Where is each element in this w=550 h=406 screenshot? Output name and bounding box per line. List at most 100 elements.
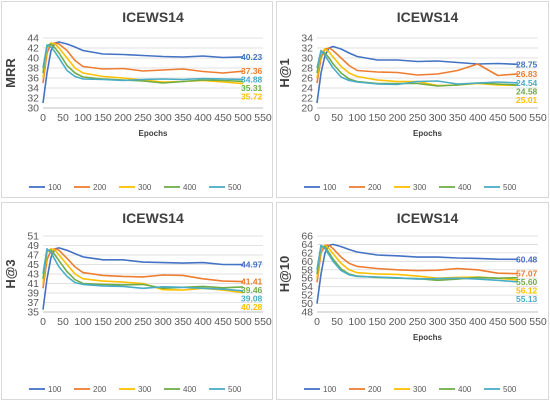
x-tick-label: 100 bbox=[348, 316, 366, 328]
end-value-label: 24.58 bbox=[516, 86, 538, 96]
y-tick-label: 38 bbox=[27, 63, 39, 75]
y-tick-label: 32 bbox=[27, 93, 39, 105]
y-tick-label: 20 bbox=[301, 103, 313, 115]
legend-label: 500 bbox=[503, 183, 517, 192]
x-tick-label: 550 bbox=[254, 316, 272, 328]
end-value-label: 39.46 bbox=[241, 285, 263, 295]
x-tick-label: 150 bbox=[94, 112, 112, 124]
series-line-500 bbox=[42, 248, 244, 292]
x-tick-label: 550 bbox=[254, 112, 272, 124]
legend-label: 300 bbox=[138, 183, 152, 192]
x-tick-label: 300 bbox=[429, 112, 447, 124]
y-tick-label: 37 bbox=[27, 297, 39, 309]
legend-label: 300 bbox=[413, 385, 427, 394]
legend-label: 100 bbox=[48, 183, 62, 192]
y-tick-label: 50 bbox=[301, 298, 313, 310]
chart-frame bbox=[1, 1, 273, 198]
end-value-label: 24.54 bbox=[516, 78, 538, 88]
y-tick-label: 42 bbox=[27, 43, 39, 55]
y-axis-title: MRR bbox=[3, 58, 18, 88]
legend-label: 300 bbox=[138, 385, 152, 394]
end-value-label: 55.13 bbox=[516, 294, 538, 304]
legend-label: 200 bbox=[93, 385, 107, 394]
y-tick-label: 28 bbox=[301, 63, 313, 75]
series-line-400 bbox=[42, 43, 244, 84]
legend-label: 200 bbox=[368, 385, 382, 394]
y-tick-label: 60 bbox=[301, 256, 313, 268]
x-tick-label: 500 bbox=[509, 112, 527, 124]
x-tick-label: 500 bbox=[234, 316, 252, 328]
series-line-400 bbox=[42, 249, 244, 290]
x-tick-label: 500 bbox=[509, 316, 527, 328]
legend-label: 400 bbox=[183, 183, 197, 192]
chart-frame bbox=[1, 202, 273, 400]
legend-label: 200 bbox=[93, 183, 107, 192]
series-line-200 bbox=[316, 47, 518, 84]
legend-label: 100 bbox=[323, 183, 337, 192]
legend-label: 400 bbox=[458, 183, 472, 192]
legend-label: 100 bbox=[323, 385, 337, 394]
legend-label: 300 bbox=[413, 183, 427, 192]
y-tick-label: 48 bbox=[301, 307, 313, 319]
y-tick-label: 64 bbox=[301, 239, 313, 251]
x-tick-label: 350 bbox=[174, 112, 192, 124]
x-tick-label: 0 bbox=[314, 316, 320, 328]
x-tick-label: 250 bbox=[134, 112, 152, 124]
x-tick-label: 550 bbox=[529, 112, 547, 124]
x-tick-label: 250 bbox=[409, 112, 427, 124]
y-tick-label: 51 bbox=[27, 231, 39, 243]
x-tick-label: 50 bbox=[57, 112, 69, 124]
chart-frame bbox=[276, 1, 549, 198]
y-tick-label: 43 bbox=[27, 269, 39, 281]
series-line-300 bbox=[316, 244, 518, 281]
y-tick-label: 44 bbox=[27, 33, 39, 45]
x-tick-label: 350 bbox=[174, 316, 192, 328]
series-line-500 bbox=[42, 44, 244, 82]
end-value-label: 26.83 bbox=[516, 69, 538, 79]
x-tick-label: 100 bbox=[74, 316, 92, 328]
x-tick-label: 550 bbox=[529, 316, 547, 328]
legend-label: 200 bbox=[368, 183, 382, 192]
legend-label: 500 bbox=[228, 385, 242, 394]
end-value-label: 57.07 bbox=[516, 269, 538, 279]
end-value-label: 55.60 bbox=[516, 277, 538, 287]
y-tick-label: 32 bbox=[301, 43, 313, 55]
x-tick-label: 350 bbox=[449, 112, 467, 124]
chart-title: ICEWS14 bbox=[122, 9, 184, 25]
y-tick-label: 30 bbox=[301, 53, 313, 65]
x-tick-label: 50 bbox=[331, 112, 343, 124]
x-tick-label: 400 bbox=[194, 316, 212, 328]
x-tick-label: 50 bbox=[57, 316, 69, 328]
end-value-label: 41.41 bbox=[241, 277, 263, 287]
end-value-label: 28.75 bbox=[516, 59, 538, 69]
x-tick-label: 400 bbox=[194, 112, 212, 124]
y-tick-label: 45 bbox=[27, 259, 39, 271]
series-line-500 bbox=[316, 244, 518, 283]
series-line-100 bbox=[316, 45, 518, 104]
y-tick-label: 36 bbox=[27, 73, 39, 85]
x-tick-label: 200 bbox=[114, 112, 132, 124]
x-tick-label: 150 bbox=[369, 112, 387, 124]
x-tick-label: 400 bbox=[469, 316, 487, 328]
series-line-200 bbox=[316, 244, 518, 283]
legend-label: 500 bbox=[228, 183, 242, 192]
end-value-label: 56.12 bbox=[516, 286, 538, 296]
y-axis-title: H@3 bbox=[3, 259, 18, 288]
x-tick-label: 250 bbox=[134, 316, 152, 328]
x-tick-label: 200 bbox=[389, 316, 407, 328]
chart-title: ICEWS14 bbox=[397, 9, 459, 25]
y-tick-label: 35 bbox=[27, 307, 39, 319]
x-tick-label: 100 bbox=[74, 112, 92, 124]
x-tick-label: 400 bbox=[469, 112, 487, 124]
chart-title: ICEWS14 bbox=[397, 210, 459, 226]
y-tick-label: 30 bbox=[27, 103, 39, 115]
x-tick-label: 50 bbox=[331, 316, 343, 328]
chart-title: ICEWS14 bbox=[122, 210, 184, 226]
x-tick-label: 500 bbox=[234, 112, 252, 124]
y-tick-label: 54 bbox=[301, 281, 313, 293]
x-tick-label: 0 bbox=[40, 112, 46, 124]
